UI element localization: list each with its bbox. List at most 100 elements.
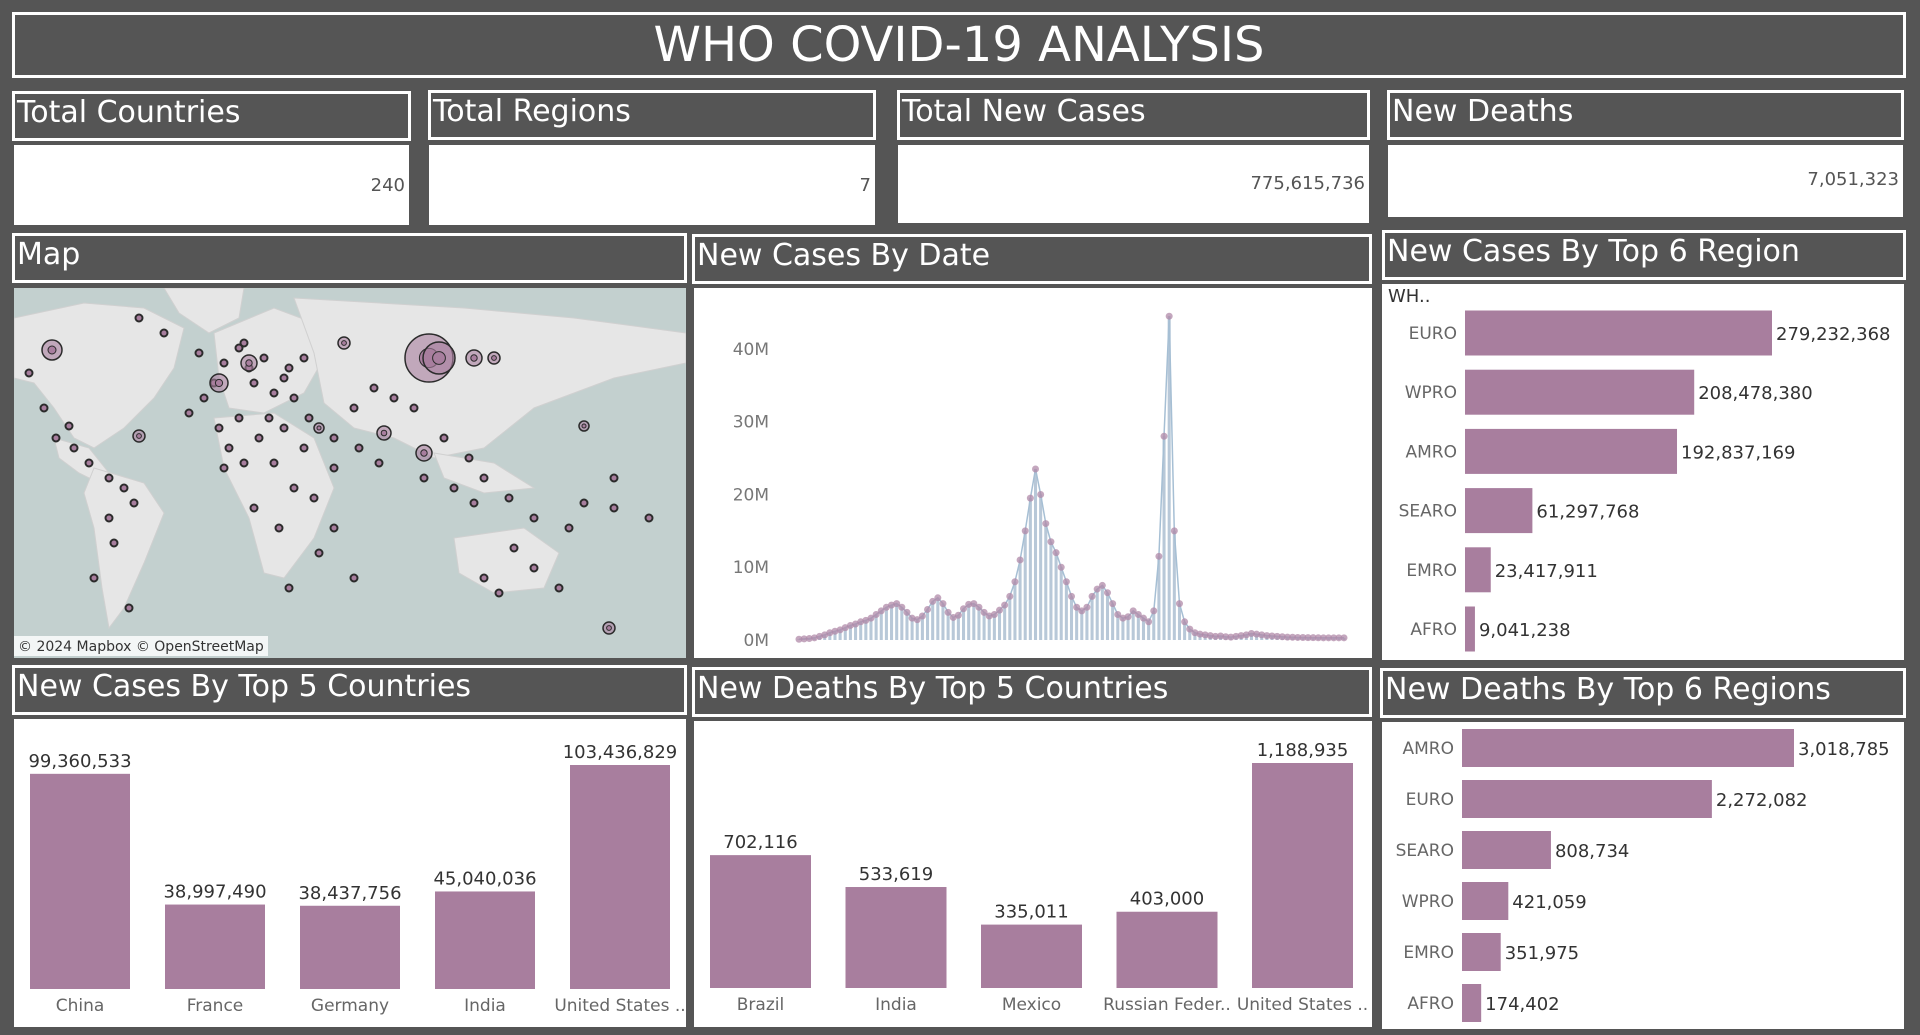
date-bar[interactable]	[941, 603, 945, 640]
date-bar[interactable]	[1085, 607, 1089, 640]
date-bar[interactable]	[1177, 603, 1181, 640]
map-marker[interactable]	[289, 393, 299, 403]
date-bar[interactable]	[1054, 552, 1058, 640]
date-bar[interactable]	[848, 625, 852, 640]
date-bar[interactable]	[890, 605, 894, 640]
date-point[interactable]	[1068, 592, 1075, 600]
map-marker[interactable]	[449, 483, 459, 493]
date-bar[interactable]	[854, 623, 858, 640]
date-point[interactable]	[1309, 634, 1317, 642]
date-point[interactable]	[867, 614, 875, 622]
date-bar[interactable]	[1069, 596, 1074, 640]
cases-by-region-panel[interactable]: WH.. EURO 279,232,368 WPRO 208,478,380 AMRO 19…	[1382, 284, 1904, 660]
map-marker[interactable]	[354, 443, 364, 453]
date-bar[interactable]	[838, 629, 842, 640]
date-point[interactable]	[1247, 629, 1255, 637]
date-bar[interactable]	[1141, 618, 1146, 640]
date-bar[interactable]	[1075, 607, 1079, 640]
map-marker[interactable]	[439, 433, 449, 443]
map-marker[interactable]	[419, 473, 429, 483]
date-point[interactable]	[1021, 527, 1029, 535]
date-bar[interactable]	[1059, 567, 1063, 640]
map-marker[interactable]	[479, 573, 489, 583]
map-marker[interactable]	[564, 523, 574, 533]
map-marker[interactable]	[409, 403, 419, 413]
world-map[interactable]: © 2024 Mapbox © OpenStreetMap	[14, 288, 686, 658]
map-marker-core[interactable]	[606, 625, 612, 631]
region-bar[interactable]	[1462, 831, 1551, 869]
date-point[interactable]	[1304, 634, 1312, 642]
date-point[interactable]	[913, 616, 921, 624]
date-bar[interactable]	[926, 609, 930, 640]
country-bar[interactable]	[1116, 911, 1218, 988]
date-point[interactable]	[1150, 607, 1158, 615]
map-markers[interactable]	[24, 313, 654, 635]
region-column-header[interactable]: WH..	[1388, 286, 1430, 307]
deaths-by-region-panel[interactable]: AMRO 3,018,785 EURO 2,272,082 SEARO 808,734 WP…	[1382, 722, 1904, 1029]
date-point[interactable]	[1186, 625, 1194, 633]
map-marker[interactable]	[199, 393, 209, 403]
date-point[interactable]	[996, 606, 1004, 614]
date-bar[interactable]	[962, 608, 966, 640]
map-marker-core[interactable]	[245, 359, 253, 367]
date-bar[interactable]	[1095, 589, 1099, 640]
date-point[interactable]	[965, 600, 973, 608]
map-marker-core[interactable]	[316, 425, 322, 431]
date-point[interactable]	[934, 594, 942, 602]
date-point[interactable]	[1073, 603, 1081, 611]
map-marker[interactable]	[309, 493, 319, 503]
date-point[interactable]	[1237, 632, 1245, 640]
date-point[interactable]	[944, 608, 952, 616]
country-bar[interactable]	[30, 773, 130, 989]
cases-by-date-panel[interactable]: 0M 10M 20M 30M 40M	[694, 288, 1372, 658]
map-marker[interactable]	[184, 408, 194, 418]
date-bar[interactable]	[1090, 596, 1094, 640]
map-marker[interactable]	[249, 378, 259, 388]
date-point[interactable]	[1062, 578, 1070, 586]
date-point[interactable]	[1263, 632, 1271, 640]
date-bar[interactable]	[1018, 559, 1022, 640]
date-point[interactable]	[1196, 630, 1204, 638]
map-marker[interactable]	[299, 353, 309, 363]
map-marker[interactable]	[529, 513, 539, 523]
cases-by-country-panel[interactable]: 99,360,533 China 38,997,490 France 38,437,75…	[14, 719, 686, 1027]
map-marker[interactable]	[119, 483, 129, 493]
date-point[interactable]	[898, 603, 906, 611]
date-point[interactable]	[1026, 494, 1034, 502]
map-marker[interactable]	[329, 463, 339, 473]
country-bar[interactable]	[435, 891, 535, 989]
date-point[interactable]	[1181, 618, 1189, 626]
map-marker[interactable]	[159, 328, 169, 338]
date-bar[interactable]	[828, 632, 832, 640]
date-point[interactable]	[1083, 603, 1091, 611]
date-bar[interactable]	[1188, 629, 1192, 640]
date-point[interactable]	[954, 611, 962, 619]
date-point[interactable]	[1078, 607, 1086, 615]
date-point[interactable]	[929, 597, 937, 605]
deaths-by-country-panel[interactable]: 702,116 Brazil 533,619 India 335,011 Mexico 40…	[694, 721, 1372, 1027]
date-bar[interactable]	[1152, 610, 1156, 640]
map-marker[interactable]	[89, 573, 99, 583]
date-point[interactable]	[1001, 601, 1009, 609]
date-bar[interactable]	[972, 603, 976, 640]
date-point[interactable]	[1006, 592, 1014, 600]
map-marker[interactable]	[609, 473, 619, 483]
date-point[interactable]	[1037, 490, 1045, 498]
date-bar[interactable]	[1183, 621, 1187, 640]
date-point[interactable]	[1319, 634, 1327, 642]
date-bar[interactable]	[1136, 614, 1140, 640]
date-bar[interactable]	[1003, 605, 1007, 640]
date-point[interactable]	[795, 635, 803, 643]
date-bar[interactable]	[1033, 469, 1038, 640]
cases-by-region-chart[interactable]: WH.. EURO 279,232,368 WPRO 208,478,380 AMRO 19…	[1382, 284, 1904, 660]
date-point[interactable]	[960, 605, 968, 613]
map-panel[interactable]: © 2024 Mapbox © OpenStreetMap	[14, 288, 686, 658]
date-point[interactable]	[1325, 634, 1333, 642]
region-bar[interactable]	[1462, 882, 1509, 920]
map-marker[interactable]	[304, 413, 314, 423]
map-marker[interactable]	[51, 433, 61, 443]
map-marker[interactable]	[124, 603, 134, 613]
date-point[interactable]	[1057, 563, 1065, 571]
map-marker[interactable]	[494, 588, 504, 598]
date-point[interactable]	[1109, 600, 1117, 608]
